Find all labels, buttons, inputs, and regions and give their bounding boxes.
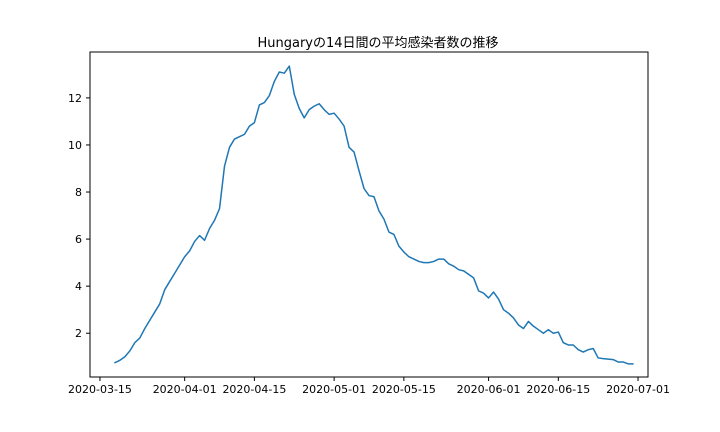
- x-tick-label: 2020-06-01: [457, 383, 521, 396]
- chart-title: Hungaryの14日間の平均感染者数の推移: [257, 35, 498, 51]
- y-tick-label: 4: [75, 280, 82, 293]
- y-tick-label: 2: [75, 327, 82, 340]
- y-tick-label: 10: [68, 139, 82, 152]
- y-axis: 2 4 6 8 10 12: [68, 92, 90, 340]
- x-tick-label: 2020-06-15: [526, 383, 590, 396]
- series-line-0: [114, 65, 634, 365]
- y-tick-label: 8: [75, 186, 82, 199]
- x-tick-label: 2020-05-01: [302, 383, 366, 396]
- x-tick-label: 2020-05-15: [372, 383, 436, 396]
- x-tick-label: 2020-07-01: [606, 383, 670, 396]
- x-tick-label: 2020-03-15: [68, 383, 132, 396]
- x-tick-label: 2020-04-15: [222, 383, 286, 396]
- plot-area: [114, 65, 634, 365]
- x-axis: 2020-03-15 2020-04-01 2020-04-15 2020-05-01…: [68, 377, 670, 396]
- x-tick-label: 2020-04-01: [153, 383, 217, 396]
- y-tick-label: 6: [75, 233, 82, 246]
- plot-frame: [89, 51, 649, 378]
- y-tick-label: 12: [68, 92, 82, 105]
